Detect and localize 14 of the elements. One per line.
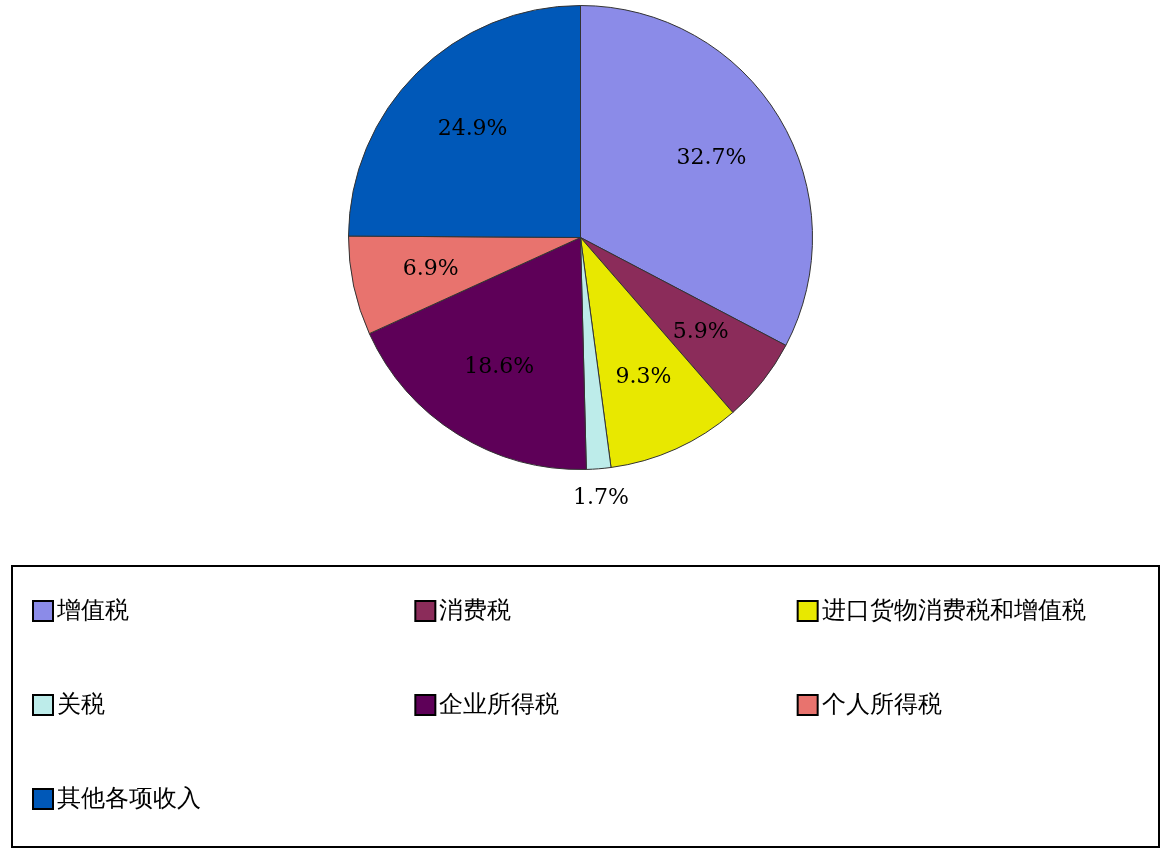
legend-label: 关税 — [57, 690, 105, 719]
data-label: 1.7% — [573, 484, 630, 510]
legend-label: 增值税 — [56, 596, 129, 625]
legend-label: 其他各项收入 — [57, 784, 201, 813]
data-label: 5.9% — [672, 318, 729, 344]
data-label: 24.9% — [437, 114, 508, 140]
data-label: 18.6% — [464, 353, 535, 379]
data-label: 6.9% — [402, 255, 459, 281]
legend-label: 企业所得税 — [439, 690, 560, 719]
legend-label: 进口货物消费税和增值税 — [821, 596, 1086, 625]
legend-label: 消费税 — [439, 596, 512, 625]
data-label: 9.3% — [615, 362, 672, 388]
legend-label: 个人所得税 — [821, 690, 942, 719]
data-label: 32.7% — [676, 144, 747, 170]
